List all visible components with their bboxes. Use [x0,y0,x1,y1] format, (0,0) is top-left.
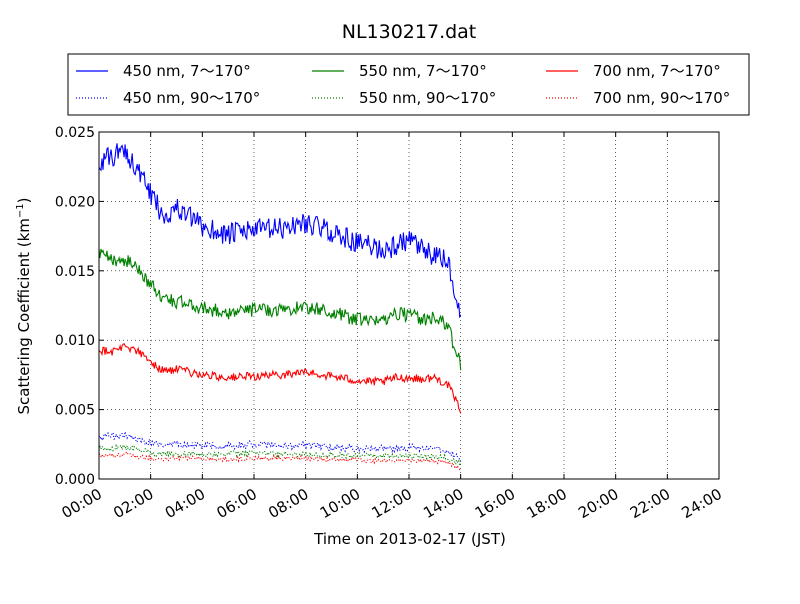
legend-label: 450 nm, 90～170° [123,89,260,107]
series-line [98,143,462,319]
x-axis-label: Time on 2013-02-17 (JST) [313,530,506,548]
y-tick-label: 0.000 [55,472,95,488]
x-tick-label: 16:00 [472,485,518,522]
series-line [98,431,462,462]
y-tick-label: 0.010 [55,333,95,349]
series-line [98,443,462,468]
x-tick-label: 00:00 [59,485,105,522]
x-tick-label: 06:00 [214,485,260,522]
legend-label: 550 nm, 7～170° [359,62,487,80]
y-tick-label: 0.025 [55,125,95,141]
x-tick-label: 20:00 [575,485,621,522]
x-tick-label: 08:00 [265,485,311,522]
legend-label: 450 nm, 7～170° [123,62,251,80]
x-tick-label: 22:00 [627,485,673,522]
legend-frame [67,53,750,116]
x-tick-label: 18:00 [524,485,570,522]
y-tick-label: 0.005 [55,403,95,419]
series-group [98,143,462,471]
y-axis-label-main: Scattering Coefficient (km [15,218,33,414]
legend-label: 550 nm, 90～170° [359,89,496,107]
y-tick-label: 0.020 [55,194,95,210]
x-tick-label: 14:00 [420,485,466,522]
y-axis-label-sup: −1 [15,203,26,218]
grid [99,132,719,479]
x-tick-label: 24:00 [679,485,725,522]
y-axis-label-close: ) [15,197,33,203]
legend: 450 nm, 7～170° 450 nm, 90～170° 550 nm, 7～1… [67,53,750,116]
x-tick-label: 12:00 [369,485,415,522]
series-line [98,248,462,371]
ticks: 00:00 02:00 04:00 06:00 08:00 10:00 12:00 14:00… [55,125,725,522]
x-tick-label: 04:00 [162,485,208,522]
legend-label: 700 nm, 7～170° [593,62,721,80]
x-tick-label: 10:00 [317,485,363,522]
series-line [98,451,462,471]
y-tick-label: 0.015 [55,264,95,280]
y-axis-label: Scattering Coefficient (km−1) [15,197,33,414]
x-tick-label: 02:00 [110,485,156,522]
legend-label: 700 nm, 90～170° [593,89,730,107]
series-line [98,342,462,414]
chart-title: NL130217.dat [342,21,477,43]
